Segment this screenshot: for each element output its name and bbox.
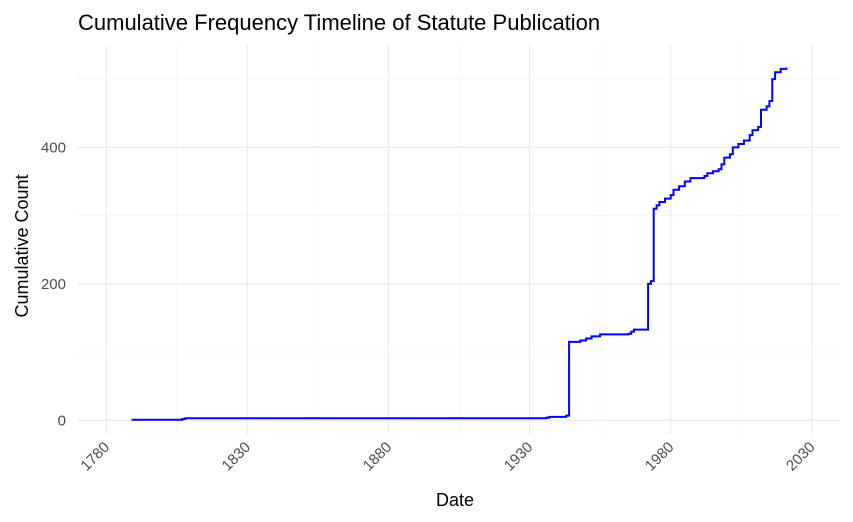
x-tick-label: 2030 xyxy=(783,439,819,475)
y-tick-label: 400 xyxy=(41,139,66,156)
plot-area xyxy=(78,45,840,434)
y-tick-label: 0 xyxy=(58,412,66,429)
grid xyxy=(78,45,840,434)
x-tick-label: 1880 xyxy=(360,439,396,475)
x-axis-title: Date xyxy=(436,490,474,510)
y-axis-ticks: 0 200 400 xyxy=(41,139,66,429)
x-tick-label: 1930 xyxy=(501,439,537,475)
y-axis-title: Cumulative Count xyxy=(12,174,32,317)
x-axis-ticks: 1780 1830 1880 1930 1980 2030 xyxy=(77,439,818,475)
x-tick-label: 1830 xyxy=(219,439,255,475)
series-line xyxy=(131,67,788,421)
x-tick-label: 1980 xyxy=(642,439,678,475)
chart-title: Cumulative Frequency Timeline of Statute… xyxy=(78,10,600,35)
y-tick-label: 200 xyxy=(41,276,66,293)
x-tick-label: 1780 xyxy=(77,439,113,475)
